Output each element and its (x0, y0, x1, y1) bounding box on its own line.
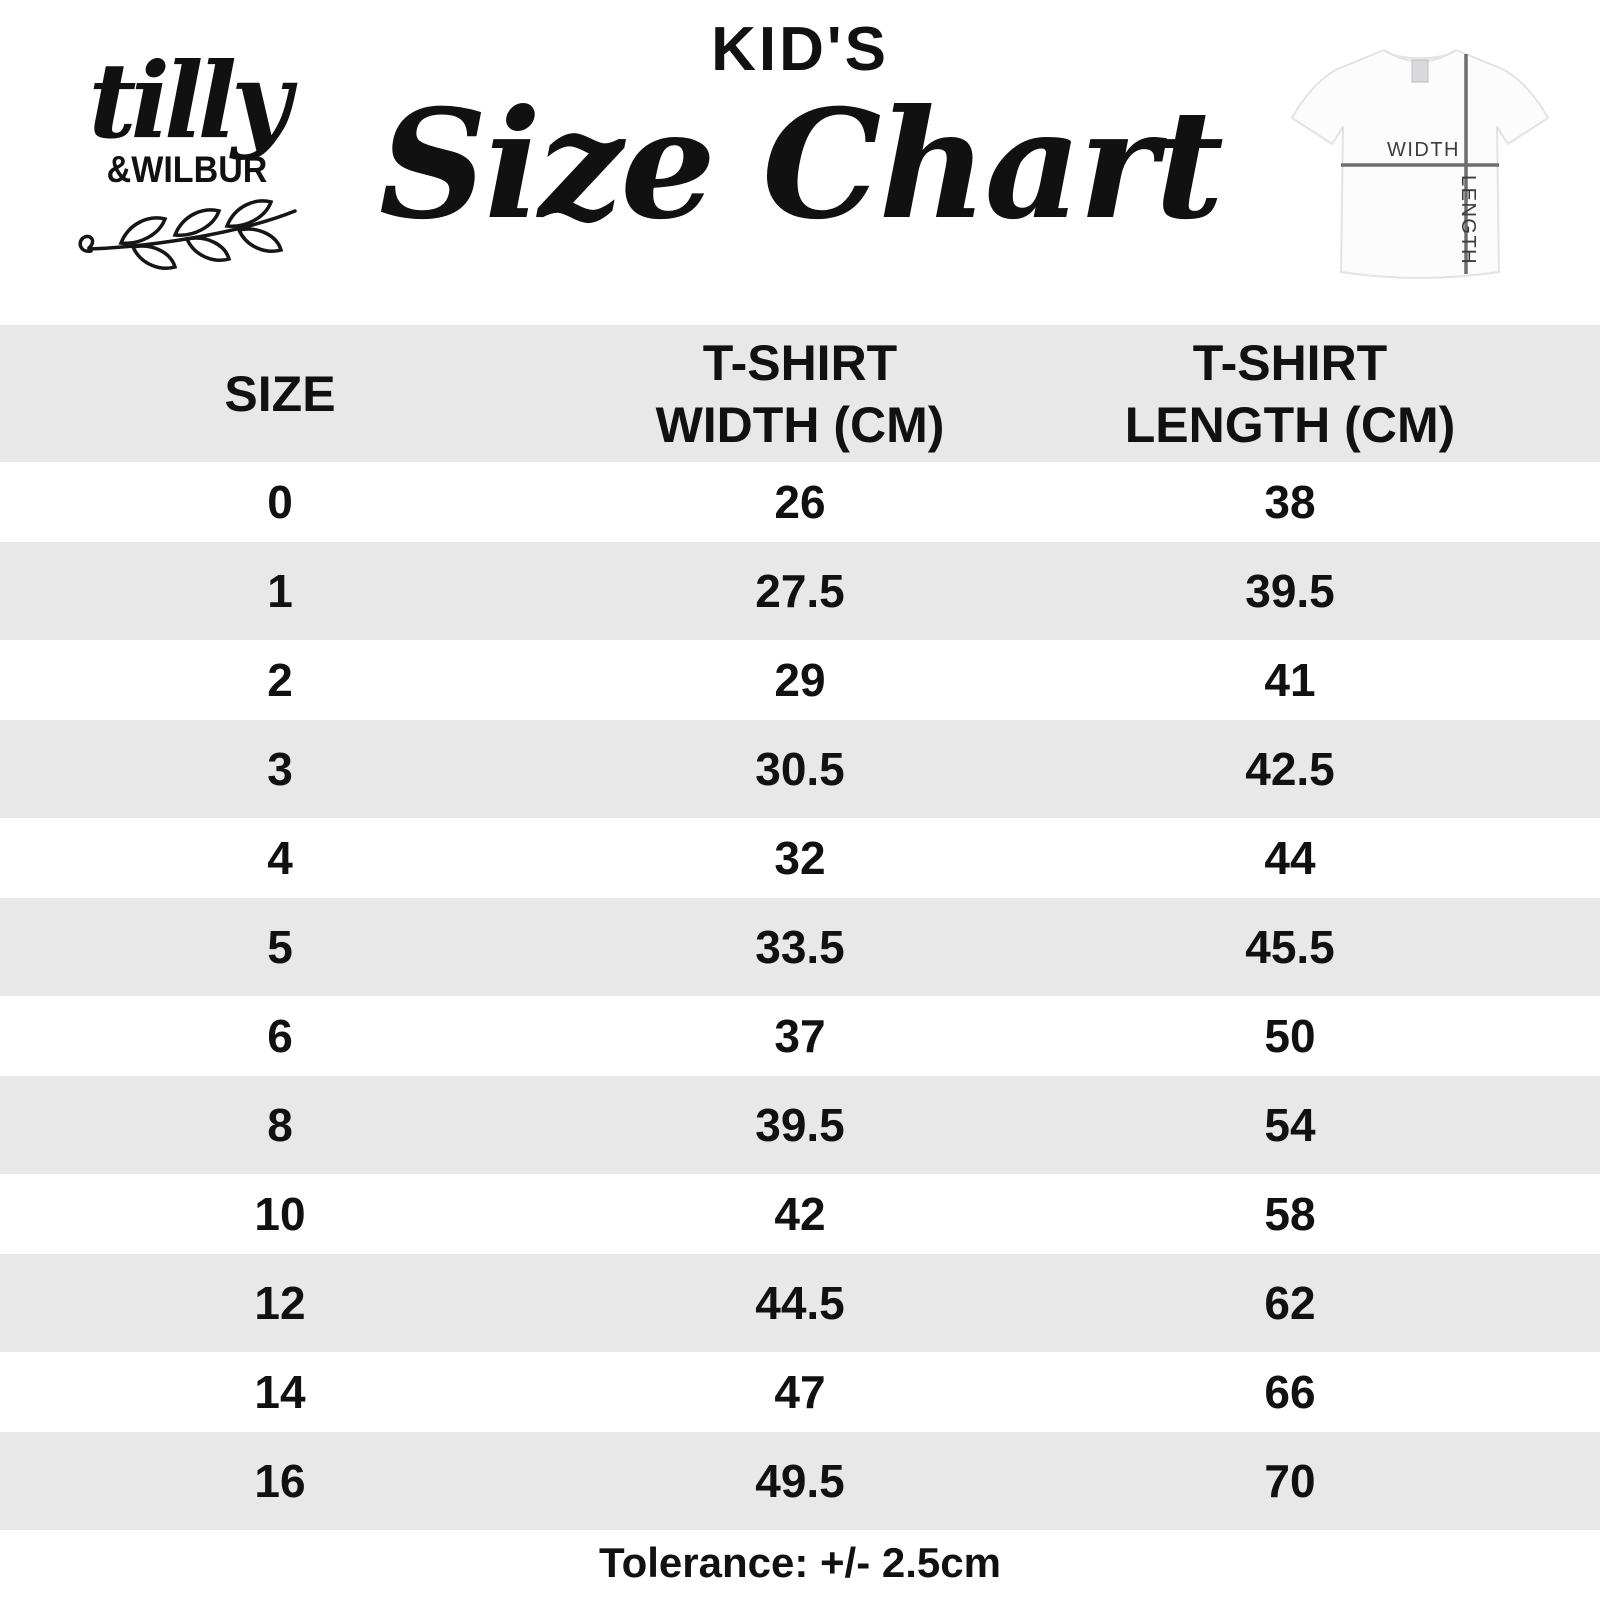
header-length-line1: T-SHIRT (1192, 334, 1388, 391)
table-row: 4 32 44 (0, 818, 1600, 898)
cell-size: 1 (267, 565, 293, 617)
tshirt-diagram-icon: WIDTH LENGTH (1290, 44, 1552, 291)
table-row: 6 37 50 (0, 996, 1600, 1076)
cell-size: 6 (267, 1010, 293, 1062)
size-table: SIZE T-SHIRT WIDTH (CM) T-SHIRT LENGTH (… (0, 325, 1600, 1596)
cell-length: 39.5 (1245, 565, 1335, 617)
cell-size: 5 (267, 921, 293, 973)
cell-length: 44 (1264, 832, 1316, 884)
cell-width: 47 (774, 1366, 826, 1418)
cell-width: 49.5 (755, 1455, 845, 1507)
cell-size: 4 (267, 832, 293, 884)
cell-size: 10 (254, 1188, 306, 1240)
cell-width: 27.5 (755, 565, 845, 617)
header-cell-length: T-SHIRT LENGTH (CM) (1040, 332, 1540, 456)
cell-width: 33.5 (755, 921, 845, 973)
length-label: LENGTH (1457, 175, 1479, 265)
header-size-label: SIZE (224, 365, 336, 422)
cell-length: 70 (1264, 1455, 1316, 1507)
cell-size: 2 (267, 654, 293, 706)
table-row: 16 49.5 70 (0, 1432, 1600, 1530)
cell-size: 16 (254, 1455, 306, 1507)
table-body: 0 26 38 1 27.5 39.5 2 29 41 3 30.5 42.5 … (0, 462, 1600, 1530)
cell-width: 29 (774, 654, 826, 706)
table-row: 5 33.5 45.5 (0, 898, 1600, 996)
cell-size: 0 (267, 476, 293, 528)
table-row: 10 42 58 (0, 1174, 1600, 1254)
cell-length: 45.5 (1245, 921, 1335, 973)
cell-length: 58 (1264, 1188, 1316, 1240)
header-width-line2: WIDTH (CM) (655, 396, 945, 453)
cell-length: 54 (1264, 1099, 1316, 1151)
header-length-line2: LENGTH (CM) (1124, 396, 1456, 453)
header-cell-width: T-SHIRT WIDTH (CM) (560, 332, 1040, 456)
brand-name-subtext: &WILBUR (106, 148, 268, 190)
header-cell-size: SIZE (0, 363, 560, 425)
cell-length: 62 (1264, 1277, 1316, 1329)
table-row: 14 47 66 (0, 1352, 1600, 1432)
cell-width: 32 (774, 832, 826, 884)
cell-size: 12 (254, 1277, 306, 1329)
table-row: 8 39.5 54 (0, 1076, 1600, 1174)
cell-width: 30.5 (755, 743, 845, 795)
laurel-branch-icon (62, 193, 312, 280)
table-row: 12 44.5 62 (0, 1254, 1600, 1352)
title-category: KID'S (711, 15, 889, 84)
page-title: Size Chart (378, 77, 1224, 253)
table-row: 1 27.5 39.5 (0, 542, 1600, 640)
cell-width: 44.5 (755, 1277, 845, 1329)
table-row: 2 29 41 (0, 640, 1600, 720)
title-block: KID'S Size Chart (0, 14, 1600, 245)
tshirt-neck-label (1411, 59, 1429, 83)
cell-size: 3 (267, 743, 293, 795)
cell-width: 26 (774, 476, 826, 528)
cell-length: 50 (1264, 1010, 1316, 1062)
brand-name-script: tilly (88, 39, 292, 162)
cell-length: 38 (1264, 476, 1316, 528)
header-width-line1: T-SHIRT (702, 334, 898, 391)
cell-size: 8 (267, 1099, 293, 1151)
cell-width: 42 (774, 1188, 826, 1240)
table-row: 3 30.5 42.5 (0, 720, 1600, 818)
cell-size: 14 (254, 1366, 306, 1418)
width-label: WIDTH (1387, 139, 1460, 161)
table-header-row: SIZE T-SHIRT WIDTH (CM) T-SHIRT LENGTH (… (0, 325, 1600, 462)
brand-logo: tilly &WILBUR (62, 39, 312, 280)
cell-length: 42.5 (1245, 743, 1335, 795)
tolerance-note: Tolerance: +/- 2.5cm (599, 1539, 1001, 1586)
cell-length: 41 (1264, 654, 1316, 706)
cell-length: 66 (1264, 1366, 1316, 1418)
cell-width: 37 (774, 1010, 826, 1062)
cell-width: 39.5 (755, 1099, 845, 1151)
table-row: 0 26 38 (0, 462, 1600, 542)
